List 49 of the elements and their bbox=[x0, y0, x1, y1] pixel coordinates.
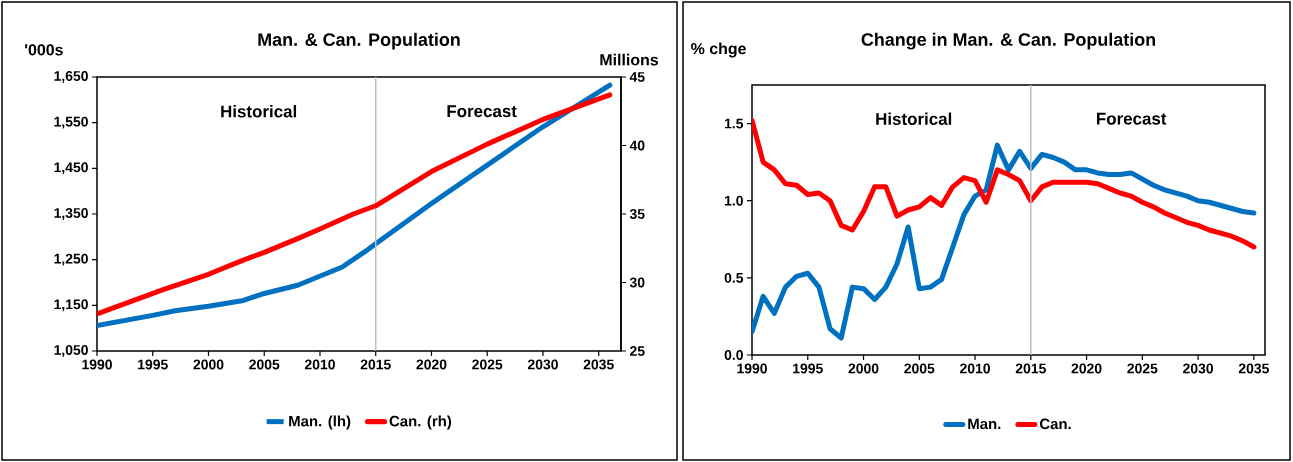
x-tick-label: 2035 bbox=[1238, 363, 1269, 374]
y-tick-label: 1,550 bbox=[54, 116, 88, 129]
y-axis-title: % chge bbox=[691, 42, 746, 58]
x-tick-label: 2030 bbox=[527, 359, 558, 370]
y-tick-label: 1,150 bbox=[54, 299, 88, 312]
x-tick-label: 2000 bbox=[848, 363, 879, 374]
y-tick-label: 1.0 bbox=[724, 195, 743, 206]
x-tick-label: 2015 bbox=[360, 359, 391, 370]
x-tick-label: 2025 bbox=[472, 359, 503, 370]
y2-tick-label: 40 bbox=[629, 140, 645, 151]
annotation: Forecast bbox=[447, 105, 517, 118]
y-tick-label: 1,650 bbox=[54, 71, 88, 83]
y-tick-label: 1.5 bbox=[724, 118, 744, 129]
legend-label: Man. bbox=[968, 418, 1001, 430]
x-tick-label: 2030 bbox=[1183, 363, 1214, 374]
x-tick-label: 1990 bbox=[82, 359, 112, 370]
x-tick-label: 2005 bbox=[904, 363, 935, 374]
x-tick-label: 2035 bbox=[583, 359, 614, 370]
y2-axis-title: Millions bbox=[600, 53, 659, 66]
y-tick-label: 1,350 bbox=[54, 208, 88, 220]
y-tick-label: 1,450 bbox=[54, 162, 88, 175]
y-tick-label: 0.5 bbox=[724, 272, 744, 283]
y-axis-title: '000s bbox=[25, 44, 63, 56]
y-tick-label: 0.0 bbox=[724, 350, 743, 360]
legend-label: Can. (rh) bbox=[389, 415, 452, 430]
x-tick-label: 1995 bbox=[138, 359, 168, 370]
x-tick-label: 1990 bbox=[737, 363, 767, 374]
x-tick-label: 2000 bbox=[193, 359, 224, 370]
x-tick-label: 2010 bbox=[304, 359, 335, 370]
legend-label: Can. bbox=[1039, 418, 1071, 430]
x-tick-label: 2005 bbox=[249, 359, 280, 370]
annotation: Forecast bbox=[1097, 112, 1167, 125]
chart-title: Change in Man. & Can. Population bbox=[861, 32, 1156, 50]
x-tick-label: 2020 bbox=[416, 359, 447, 370]
y-tick-label: 1,250 bbox=[54, 253, 88, 266]
x-tick-label: 1995 bbox=[793, 363, 823, 374]
y2-tick-label: 35 bbox=[629, 209, 645, 219]
y2-tick-label: 25 bbox=[630, 346, 645, 356]
chart-title: Man. & Can. Population bbox=[258, 32, 460, 50]
y-tick-label: 1,050 bbox=[54, 345, 88, 357]
x-tick-label: 2025 bbox=[1127, 363, 1158, 374]
x-tick-label: 2010 bbox=[960, 363, 990, 374]
annotation: Historical bbox=[221, 105, 297, 118]
x-tick-label: 2015 bbox=[1015, 363, 1046, 374]
x-tick-label: 2020 bbox=[1071, 363, 1102, 374]
y2-tick-label: 45 bbox=[629, 72, 645, 82]
annotation: Historical bbox=[876, 112, 952, 125]
legend-label: Man. (lh) bbox=[289, 415, 351, 430]
y2-tick-label: 30 bbox=[629, 277, 645, 288]
